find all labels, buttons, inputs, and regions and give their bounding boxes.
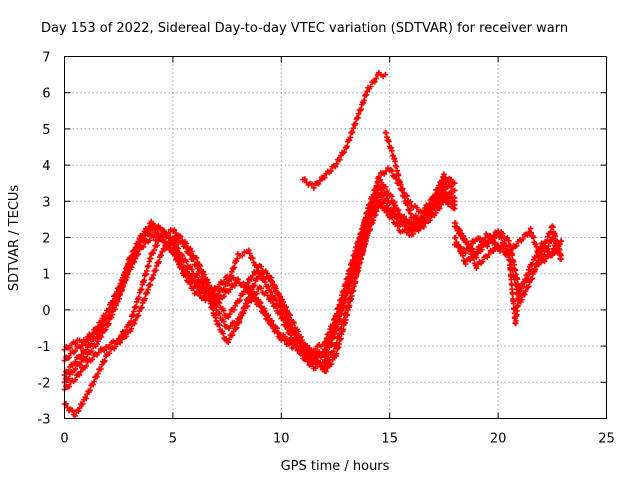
x-axis-label: GPS time / hours bbox=[281, 459, 390, 474]
y-tick-label: -3 bbox=[38, 413, 51, 428]
plot-frame bbox=[64, 56, 607, 419]
data-points bbox=[300, 70, 389, 191]
y-tick-label: 5 bbox=[42, 123, 50, 138]
data-layer bbox=[61, 70, 564, 419]
x-tick-label: 5 bbox=[169, 432, 177, 447]
y-axis-label: SDTVAR / TECUs bbox=[7, 185, 22, 292]
series-tail-4 bbox=[451, 223, 564, 327]
chart-title: Day 153 of 2022, Sidereal Day-to-day VTE… bbox=[41, 21, 568, 36]
series-late-2 bbox=[382, 129, 458, 224]
y-tick-label: -1 bbox=[38, 340, 51, 355]
x-tick-label: 15 bbox=[381, 432, 398, 447]
data-points bbox=[451, 223, 564, 327]
x-tick-label: 10 bbox=[273, 432, 290, 447]
y-tick-label: 2 bbox=[42, 232, 50, 247]
x-tick-label: 0 bbox=[60, 432, 68, 447]
series-late-1 bbox=[300, 70, 389, 191]
y-tick-label: 4 bbox=[42, 159, 50, 174]
axis-ticks: 0 5 10 15 20 25 -3 -2 -1 0 1 2 3 4 5 6 7 bbox=[38, 51, 615, 447]
y-tick-label: 1 bbox=[42, 268, 50, 283]
y-tick-label: 7 bbox=[42, 51, 50, 66]
y-tick-label: 0 bbox=[42, 304, 50, 319]
y-tick-label: 3 bbox=[42, 195, 50, 210]
data-points bbox=[382, 129, 458, 224]
y-tick-label: -2 bbox=[38, 376, 51, 391]
x-tick-label: 20 bbox=[490, 432, 507, 447]
y-tick-label: 6 bbox=[42, 87, 50, 102]
x-tick-label: 25 bbox=[598, 432, 615, 447]
